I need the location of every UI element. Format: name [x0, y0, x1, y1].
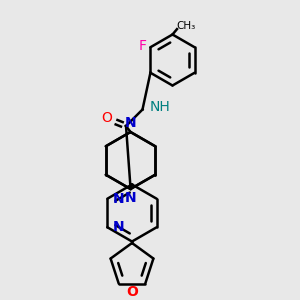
Text: N: N: [113, 220, 124, 234]
Text: O: O: [126, 285, 138, 299]
Text: CH₃: CH₃: [176, 21, 195, 31]
Text: N: N: [125, 116, 136, 130]
Text: O: O: [101, 112, 112, 125]
Text: NH: NH: [150, 100, 171, 114]
Text: F: F: [139, 39, 147, 53]
Text: N: N: [113, 192, 124, 206]
Text: N: N: [125, 191, 136, 206]
